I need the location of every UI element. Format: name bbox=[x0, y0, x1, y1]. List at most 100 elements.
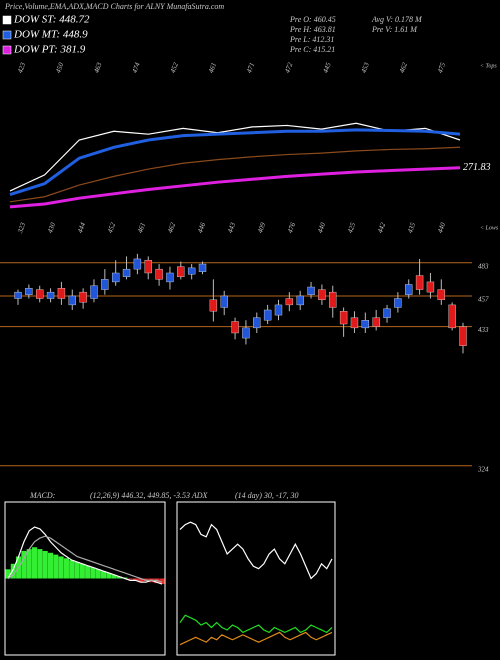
top-label: 472 bbox=[283, 61, 294, 74]
candle-body bbox=[285, 298, 294, 306]
histogram-bar bbox=[53, 554, 59, 579]
histogram-bar bbox=[63, 558, 69, 579]
low-label: 440 bbox=[436, 221, 447, 234]
histogram-bar bbox=[21, 550, 27, 579]
top-label: 462 bbox=[398, 61, 409, 74]
low-label: 443 bbox=[226, 221, 237, 234]
series-line bbox=[179, 614, 333, 634]
low-label: 476 bbox=[286, 221, 297, 234]
low-label: 452 bbox=[106, 221, 117, 234]
candle-body bbox=[339, 311, 348, 325]
candle-body bbox=[253, 317, 261, 329]
candle-body bbox=[426, 281, 435, 293]
info-text: Pre L: 412.31 bbox=[289, 35, 334, 44]
histogram-bar bbox=[31, 547, 38, 579]
low-label: 461 bbox=[136, 222, 147, 235]
top-label: 452 bbox=[169, 61, 180, 74]
candle-body bbox=[36, 289, 44, 299]
low-label: 430 bbox=[46, 221, 57, 234]
histogram-bar bbox=[79, 563, 85, 579]
panel-subtitle: (12,26,9) 446.32, 449.85, -3.53 ADX bbox=[90, 491, 209, 500]
legend-swatch bbox=[2, 15, 12, 25]
histogram-bar bbox=[111, 574, 117, 579]
histogram-bar bbox=[69, 560, 75, 579]
candle-body bbox=[415, 275, 424, 290]
candle-body bbox=[437, 289, 445, 300]
legend-text: DOW MT: 448.9 bbox=[13, 29, 88, 41]
candle-body bbox=[318, 289, 326, 300]
histogram-bar bbox=[95, 569, 101, 579]
top-label: 471 bbox=[245, 62, 256, 75]
top-label: 461 bbox=[207, 62, 218, 75]
candle-body bbox=[372, 317, 380, 327]
histogram-bar bbox=[127, 578, 133, 580]
series-line bbox=[7, 526, 163, 585]
info-text: Pre O: 460.45 bbox=[289, 15, 336, 24]
series-line bbox=[9, 128, 461, 196]
candle-body bbox=[187, 267, 196, 275]
candle-body bbox=[90, 285, 98, 299]
candle-body bbox=[350, 317, 359, 329]
candle-body bbox=[361, 320, 370, 329]
panel-title: MACD: bbox=[29, 491, 56, 500]
candle-body bbox=[296, 295, 304, 306]
low-label: 425 bbox=[346, 221, 357, 234]
candle-body bbox=[144, 260, 152, 274]
histogram-bar bbox=[5, 569, 11, 579]
series-line bbox=[9, 146, 461, 203]
end-value: 271.83 bbox=[463, 162, 491, 173]
low-label: 435 bbox=[406, 221, 417, 234]
info-text: Pre C: 415.21 bbox=[289, 45, 335, 54]
adx-frame bbox=[176, 501, 336, 656]
histogram-bar bbox=[90, 567, 96, 579]
histogram-bar bbox=[47, 552, 54, 579]
histogram-bar bbox=[58, 556, 64, 579]
candle-body bbox=[25, 288, 33, 295]
candle-body bbox=[133, 258, 142, 270]
low-label: 446 bbox=[196, 221, 207, 234]
low-label: 323 bbox=[16, 221, 28, 235]
candle-body bbox=[166, 272, 174, 283]
histogram-bar bbox=[42, 550, 48, 579]
histogram-bar bbox=[116, 576, 123, 579]
info-text: Pre V: 1.61 M bbox=[371, 25, 418, 34]
candle-body bbox=[274, 304, 283, 316]
histogram-bar bbox=[159, 578, 165, 585]
top-label: 423 bbox=[16, 61, 27, 74]
legend-swatch bbox=[2, 45, 12, 55]
panel-title: (14 day) 30, -17, 30 bbox=[235, 491, 299, 500]
legend-text: DOW ST: 448.72 bbox=[13, 14, 90, 26]
candle-body bbox=[394, 298, 402, 308]
histogram-bar bbox=[26, 549, 32, 579]
top-label: 450 bbox=[54, 61, 65, 74]
candle-body bbox=[242, 327, 250, 339]
lows-note: < Lows bbox=[480, 225, 499, 231]
candle-body bbox=[177, 266, 185, 278]
candle-body bbox=[122, 268, 131, 278]
candle-body bbox=[155, 268, 163, 280]
histogram-bar bbox=[85, 565, 91, 579]
series-line bbox=[179, 521, 333, 580]
series-line bbox=[9, 166, 461, 209]
candle-body bbox=[68, 295, 76, 306]
tops-note: < Tops bbox=[480, 63, 497, 69]
low-label: 462 bbox=[166, 221, 177, 234]
candle-body bbox=[14, 291, 22, 299]
histogram-bar bbox=[74, 561, 80, 579]
series-line bbox=[7, 535, 163, 583]
info-text: Pre H: 463.81 bbox=[289, 25, 336, 34]
low-label: 442 bbox=[376, 221, 387, 234]
y-tick-label: 324 bbox=[477, 465, 489, 473]
histogram-bar bbox=[138, 578, 144, 583]
candle-body bbox=[209, 299, 218, 312]
candle-body bbox=[405, 284, 413, 295]
top-label: 463 bbox=[92, 61, 103, 74]
histogram-bar bbox=[37, 549, 43, 579]
legend-swatch bbox=[2, 30, 12, 40]
low-label: 444 bbox=[76, 221, 87, 234]
top-label: 445 bbox=[322, 61, 333, 74]
candle-body bbox=[231, 321, 239, 334]
candle-body bbox=[459, 326, 467, 346]
